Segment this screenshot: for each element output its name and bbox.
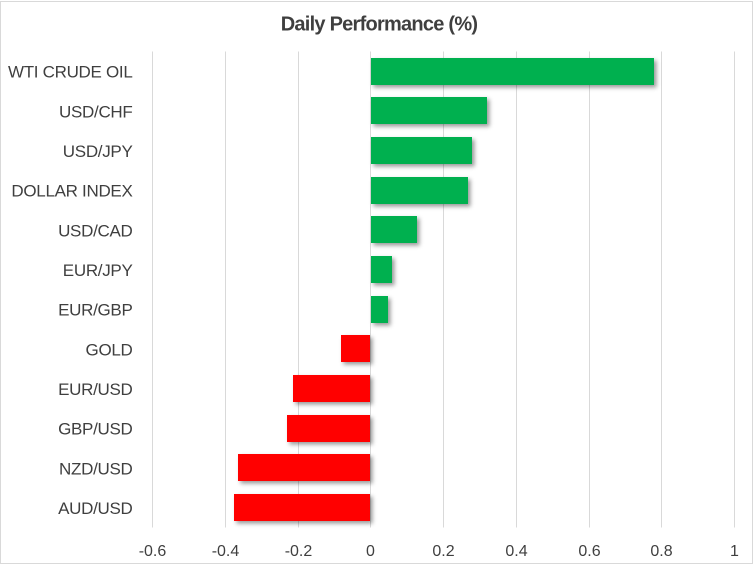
svg-text:0: 0 <box>366 543 375 560</box>
svg-text:-0.2: -0.2 <box>285 543 313 560</box>
svg-text:-0.4: -0.4 <box>212 543 240 560</box>
svg-text:EUR/JPY: EUR/JPY <box>63 261 133 280</box>
svg-text:EUR/USD: EUR/USD <box>58 380 132 399</box>
svg-text:Daily Performance (%): Daily Performance (%) <box>281 14 478 36</box>
svg-text:DOLLAR INDEX: DOLLAR INDEX <box>11 182 132 201</box>
svg-text:-0.6: -0.6 <box>139 543 167 560</box>
svg-text:WTI CRUDE OIL: WTI CRUDE OIL <box>8 63 133 82</box>
svg-text:0.8: 0.8 <box>650 543 672 560</box>
svg-text:0.2: 0.2 <box>432 543 454 560</box>
svg-text:EUR/GBP: EUR/GBP <box>58 301 132 320</box>
svg-text:AUD/USD: AUD/USD <box>58 499 132 518</box>
svg-text:USD/CHF: USD/CHF <box>59 102 132 121</box>
svg-text:1: 1 <box>730 543 739 560</box>
svg-text:0.4: 0.4 <box>505 543 527 560</box>
svg-text:0.6: 0.6 <box>578 543 600 560</box>
svg-text:NZD/USD: NZD/USD <box>59 459 132 478</box>
svg-text:USD/CAD: USD/CAD <box>58 221 132 240</box>
svg-text:GBP/USD: GBP/USD <box>58 420 132 439</box>
svg-text:GOLD: GOLD <box>86 340 133 359</box>
svg-text:USD/JPY: USD/JPY <box>63 142 133 161</box>
